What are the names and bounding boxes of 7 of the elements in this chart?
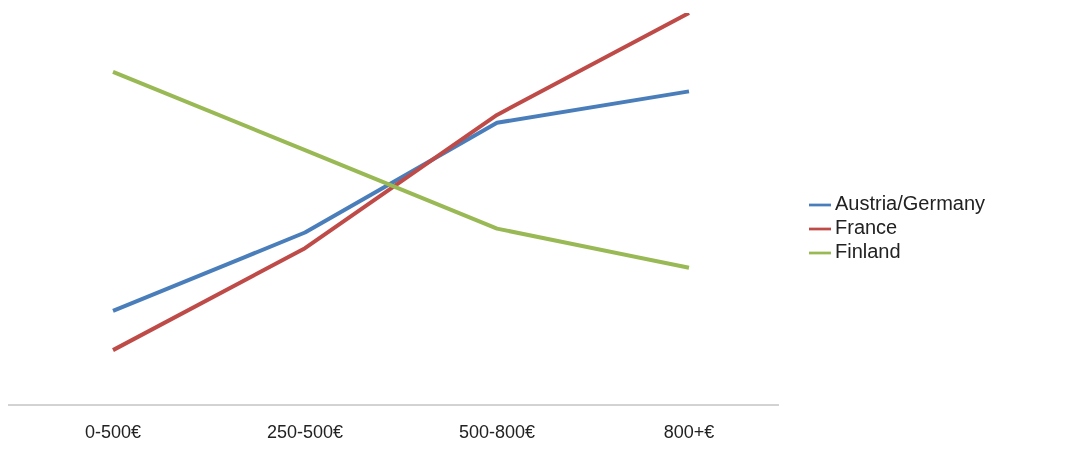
legend-label: Finland: [835, 239, 901, 262]
x-tick-label: 500-800€: [458, 421, 536, 442]
legend-label: Austria/Germany: [835, 192, 986, 215]
x-tick-label: 800+€: [663, 421, 715, 442]
x-tick-label: 250-500€: [266, 421, 344, 442]
legend-label: France: [835, 216, 898, 239]
x-tick-label: 0-500€: [84, 421, 142, 442]
